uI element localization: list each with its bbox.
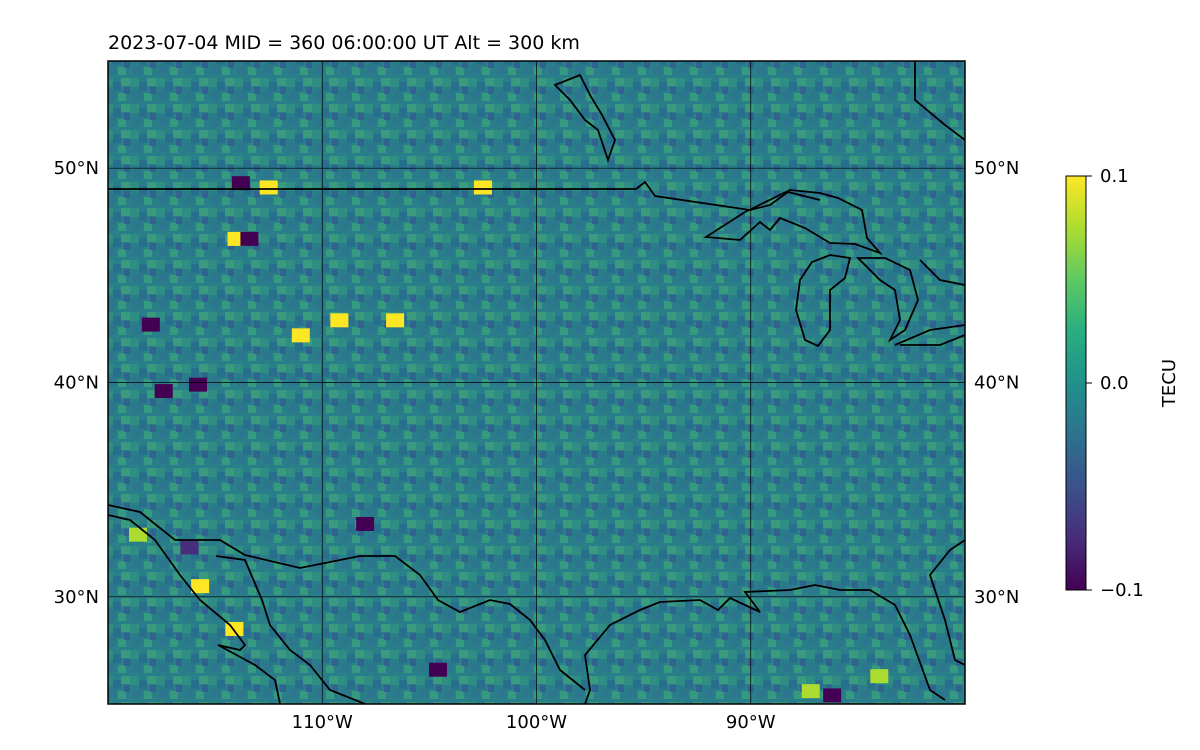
lat-tick-label: 50°N	[974, 158, 1019, 179]
longitude-labels: 110°W 100°W 90°W	[292, 712, 776, 733]
latitude-labels-right: 30°N 40°N 50°N	[974, 158, 1019, 608]
lake-michigan	[795, 254, 852, 348]
lat-tick-label: 30°N	[974, 587, 1019, 608]
lake-superior	[703, 189, 883, 256]
tec-cell	[473, 180, 492, 195]
latitude-labels-left: 30°N 40°N 50°N	[54, 158, 99, 608]
colorbar-label: TECU	[1159, 359, 1180, 408]
tec-cell	[141, 317, 160, 332]
tec-cell	[291, 328, 310, 343]
tec-cell	[870, 669, 889, 684]
colorbar-tick-label: 0.0	[1100, 373, 1129, 394]
tec-cell	[330, 313, 349, 328]
tec-cell	[188, 377, 207, 392]
lon-tick-label: 90°W	[726, 712, 776, 733]
hudson-bay-coast	[553, 73, 616, 163]
gulf-of-california	[108, 514, 281, 704]
lat-tick-label: 30°N	[54, 587, 99, 608]
map-frame	[107, 60, 966, 705]
baja-peninsula	[215, 555, 366, 704]
colorbar-ticks: 0.1 0.0 −0.1	[1086, 166, 1144, 601]
tec-cell	[259, 180, 278, 195]
lon-tick-label: 100°W	[506, 712, 567, 733]
colorbar: 0.1 0.0 −0.1 TECU	[1065, 166, 1180, 601]
gulf-coast	[584, 584, 946, 704]
lat-tick-label: 40°N	[974, 373, 1019, 394]
tec-cell	[801, 684, 820, 699]
lake-huron	[855, 257, 919, 343]
tec-cell	[356, 516, 375, 531]
tec-cell	[823, 688, 842, 703]
mexico-border	[108, 504, 586, 691]
colorbar-gradient	[1066, 176, 1086, 590]
tec-cell	[240, 231, 259, 246]
tec-cell	[428, 662, 447, 677]
graticule	[108, 61, 965, 704]
lat-tick-label: 50°N	[54, 158, 99, 179]
tec-cell	[191, 579, 210, 594]
lake-erie-ontario	[894, 259, 965, 346]
lon-tick-label: 110°W	[292, 712, 353, 733]
tec-cell	[231, 176, 250, 191]
us-canada-border	[108, 180, 821, 211]
tec-cell	[128, 527, 147, 542]
coastlines-and-borders	[108, 61, 965, 704]
tec-cell	[386, 313, 405, 328]
plot-title: 2023-07-04 MID = 360 06:00:00 UT Alt = 3…	[108, 32, 580, 54]
colorbar-tick-label: −0.1	[1100, 580, 1144, 601]
map-panel: 110°W 100°W 90°W 30°N 40°N 50°N 30°N 40°…	[54, 60, 1019, 733]
tec-cell	[154, 384, 173, 399]
lat-tick-label: 40°N	[54, 373, 99, 394]
tec-anomaly-cells	[128, 176, 889, 703]
colorbar-tick-label: 0.1	[1100, 166, 1129, 187]
tec-cell	[180, 540, 199, 555]
james-bay-coast	[914, 61, 965, 141]
east-coast	[928, 539, 965, 666]
